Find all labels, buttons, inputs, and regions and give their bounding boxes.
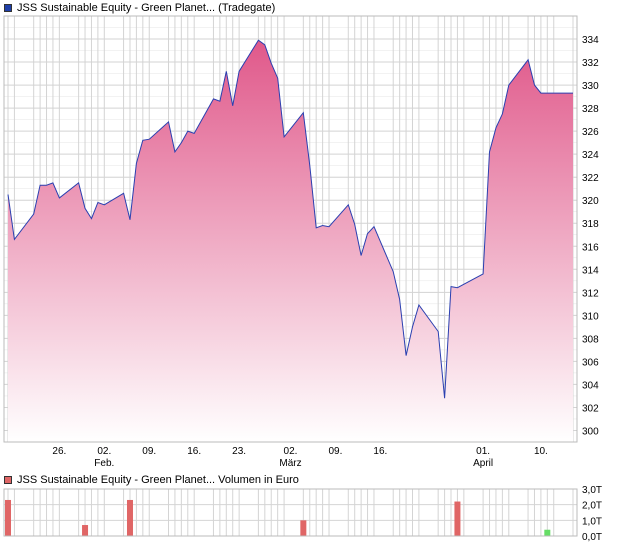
price-y-axis: 300 302 304 306 308 310 312 314 316 318 320 322 324 3…: [582, 35, 599, 437]
price-line: [7, 39, 573, 399]
volume-bar: [126, 499, 133, 536]
price-x-tick-label: 26.: [52, 446, 66, 457]
price-x-tick-label: 09.: [328, 446, 342, 457]
price-x-tick-label: 10.: [534, 446, 548, 457]
price-x-tick-label: 23.: [232, 446, 246, 457]
price-x-month-label: Feb.: [94, 458, 114, 469]
price-y-tick-label: 300: [582, 426, 599, 437]
price-y-tick-label: 334: [582, 35, 599, 46]
price-y-tick-label: 318: [582, 219, 599, 230]
price-x-tick-label: 16.: [187, 446, 201, 457]
price-y-tick-label: 320: [582, 196, 599, 207]
price-x-tick-label: 09.: [142, 446, 156, 457]
volume-bar: [82, 525, 89, 536]
volume-bars: [5, 499, 551, 536]
price-y-tick-label: 302: [582, 403, 599, 414]
volume-bar: [454, 501, 461, 536]
price-y-tick-label: 308: [582, 334, 599, 345]
price-y-tick-label: 306: [582, 357, 599, 368]
volume-y-tick-label: 2,0T: [582, 501, 602, 512]
volume-y-tick-label: 1,0T: [582, 516, 602, 527]
price-y-tick-label: 332: [582, 58, 599, 69]
price-x-tick-label: 02.: [284, 446, 298, 457]
price-x-tick-label: 02.: [97, 446, 111, 457]
volume-y-tick-label: 0,0T: [582, 532, 602, 543]
price-y-tick-label: 328: [582, 104, 599, 115]
price-y-tick-label: 304: [582, 380, 599, 391]
volume-legend-swatch: [4, 476, 12, 484]
price-x-tick-label: 01.: [476, 446, 490, 457]
price-y-tick-label: 322: [582, 173, 599, 184]
volume-y-tick-label: 3,0T: [582, 485, 602, 496]
price-legend-label: JSS Sustainable Equity - Green Planet...…: [17, 2, 276, 14]
price-x-month-label: April: [473, 458, 493, 469]
volume-grid: [4, 488, 577, 537]
price-y-tick-label: 316: [582, 242, 599, 253]
volume-bar: [544, 529, 551, 536]
volume-bar: [300, 520, 307, 536]
volume-plot-frame: [3, 488, 578, 537]
price-y-tick-label: 310: [582, 311, 599, 322]
price-y-tick-label: 330: [582, 81, 599, 92]
price-plot-frame: [3, 15, 578, 443]
price-y-tick-label: 314: [582, 265, 599, 276]
volume-legend-label: JSS Sustainable Equity - Green Planet...…: [17, 474, 299, 486]
price-x-tick-label: 16.: [373, 446, 387, 457]
volume-y-axis: 0,0T 1,0T 2,0T 3,0T: [582, 485, 602, 543]
volume-legend: JSS Sustainable Equity - Green Planet...…: [4, 473, 299, 487]
price-y-tick-label: 324: [582, 150, 599, 161]
price-area: [8, 40, 573, 442]
volume-bar: [5, 499, 11, 536]
price-legend: JSS Sustainable Equity - Green Planet...…: [4, 1, 275, 15]
price-legend-swatch: [4, 4, 12, 12]
price-y-tick-label: 326: [582, 127, 599, 138]
price-y-tick-label: 312: [582, 288, 599, 299]
price-x-month-label: März: [279, 458, 301, 469]
